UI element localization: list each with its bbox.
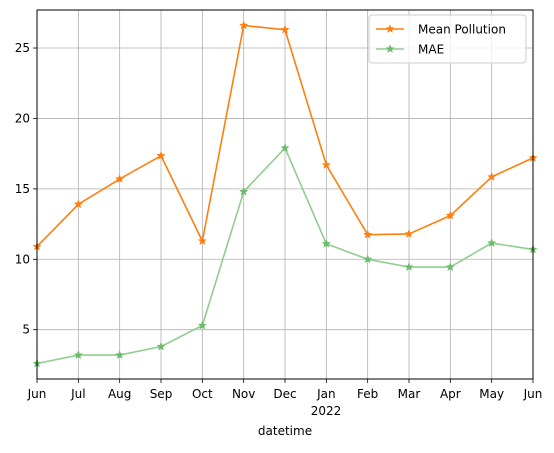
x-tick-label: Jan: [316, 387, 336, 401]
x-tick-label: Dec: [273, 387, 296, 401]
x-axis-label: datetime: [258, 424, 312, 438]
data-point: [363, 254, 373, 264]
legend-box: [368, 14, 527, 64]
data-point: [73, 199, 83, 209]
data-point: [404, 262, 414, 271]
data-point: [115, 174, 125, 183]
series-mean-pollution: [32, 20, 538, 251]
legend-label: Mean Pollution: [418, 23, 506, 37]
data-point: [321, 160, 331, 169]
x-tick-label: Jun: [27, 387, 47, 401]
y-tick-label: 20: [15, 111, 30, 125]
x-axis-year-label: 2022: [311, 404, 342, 418]
series-mae: [32, 143, 538, 368]
x-tick-label: Jun: [523, 387, 543, 401]
legend-label: MAE: [418, 43, 444, 57]
x-tick-label: Jul: [70, 387, 85, 401]
data-point: [487, 172, 497, 181]
x-tick-label: Mar: [398, 387, 421, 401]
data-point: [156, 341, 166, 351]
legend-marker: [385, 24, 395, 33]
y-tick-label: 25: [15, 41, 30, 55]
x-tick-label: Oct: [192, 387, 213, 401]
y-tick-label: 10: [15, 252, 30, 266]
x-tick-label: Apr: [440, 387, 461, 401]
data-point: [73, 350, 83, 360]
legend-marker: [385, 44, 395, 53]
data-point: [197, 320, 207, 330]
x-tick-label: Nov: [232, 387, 255, 401]
grid: [36, 10, 534, 379]
data-point: [487, 238, 497, 248]
y-axis: 5 10 15 20 25: [15, 41, 37, 337]
x-tick-label: May: [479, 387, 504, 401]
data-point: [363, 229, 373, 239]
legend-item: MAE: [376, 43, 444, 57]
data-point: [239, 186, 249, 196]
data-point: [280, 143, 290, 152]
data-point: [156, 150, 166, 160]
y-tick-label: 15: [15, 182, 30, 196]
data-point: [445, 210, 455, 220]
x-tick-label: Feb: [357, 387, 378, 401]
data-point: [280, 24, 290, 34]
x-tick-label: Sep: [150, 387, 173, 401]
legend: Mean Pollution MAE: [368, 14, 527, 64]
data-point: [197, 236, 207, 245]
data-point: [115, 350, 125, 360]
data-point: [239, 20, 249, 30]
y-tick-label: 5: [22, 323, 30, 337]
legend-item: Mean Pollution: [376, 23, 506, 37]
data-point: [404, 229, 414, 238]
x-tick-label: Aug: [108, 387, 131, 401]
series-layer: [32, 20, 538, 368]
x-axis: Jun Jul Aug Sep Oct Nov Dec Jan Feb Mar Apr May Jun: [27, 379, 543, 401]
data-point: [445, 262, 455, 271]
data-point: [321, 238, 331, 248]
